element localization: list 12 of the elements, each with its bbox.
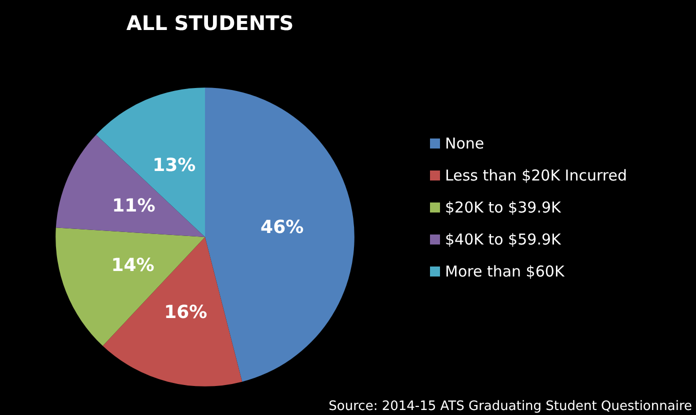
chart-title: ALL STUDENTS [126,11,294,35]
legend-label: Less than $20K Incurred [445,166,627,184]
legend-label: None [445,134,484,152]
data-label: 16% [164,302,208,323]
legend-label: $20K to $39.9K [445,198,562,216]
source-note: Source: 2014-15 ATS Graduating Student Questionnaire [328,399,692,414]
data-label: 11% [112,196,156,217]
data-label: 14% [111,255,154,276]
legend-label: More than $60K [445,262,566,280]
data-label: 46% [260,216,304,238]
data-label: 13% [152,155,196,176]
legend-label: $40K to $59.9K [445,230,562,248]
